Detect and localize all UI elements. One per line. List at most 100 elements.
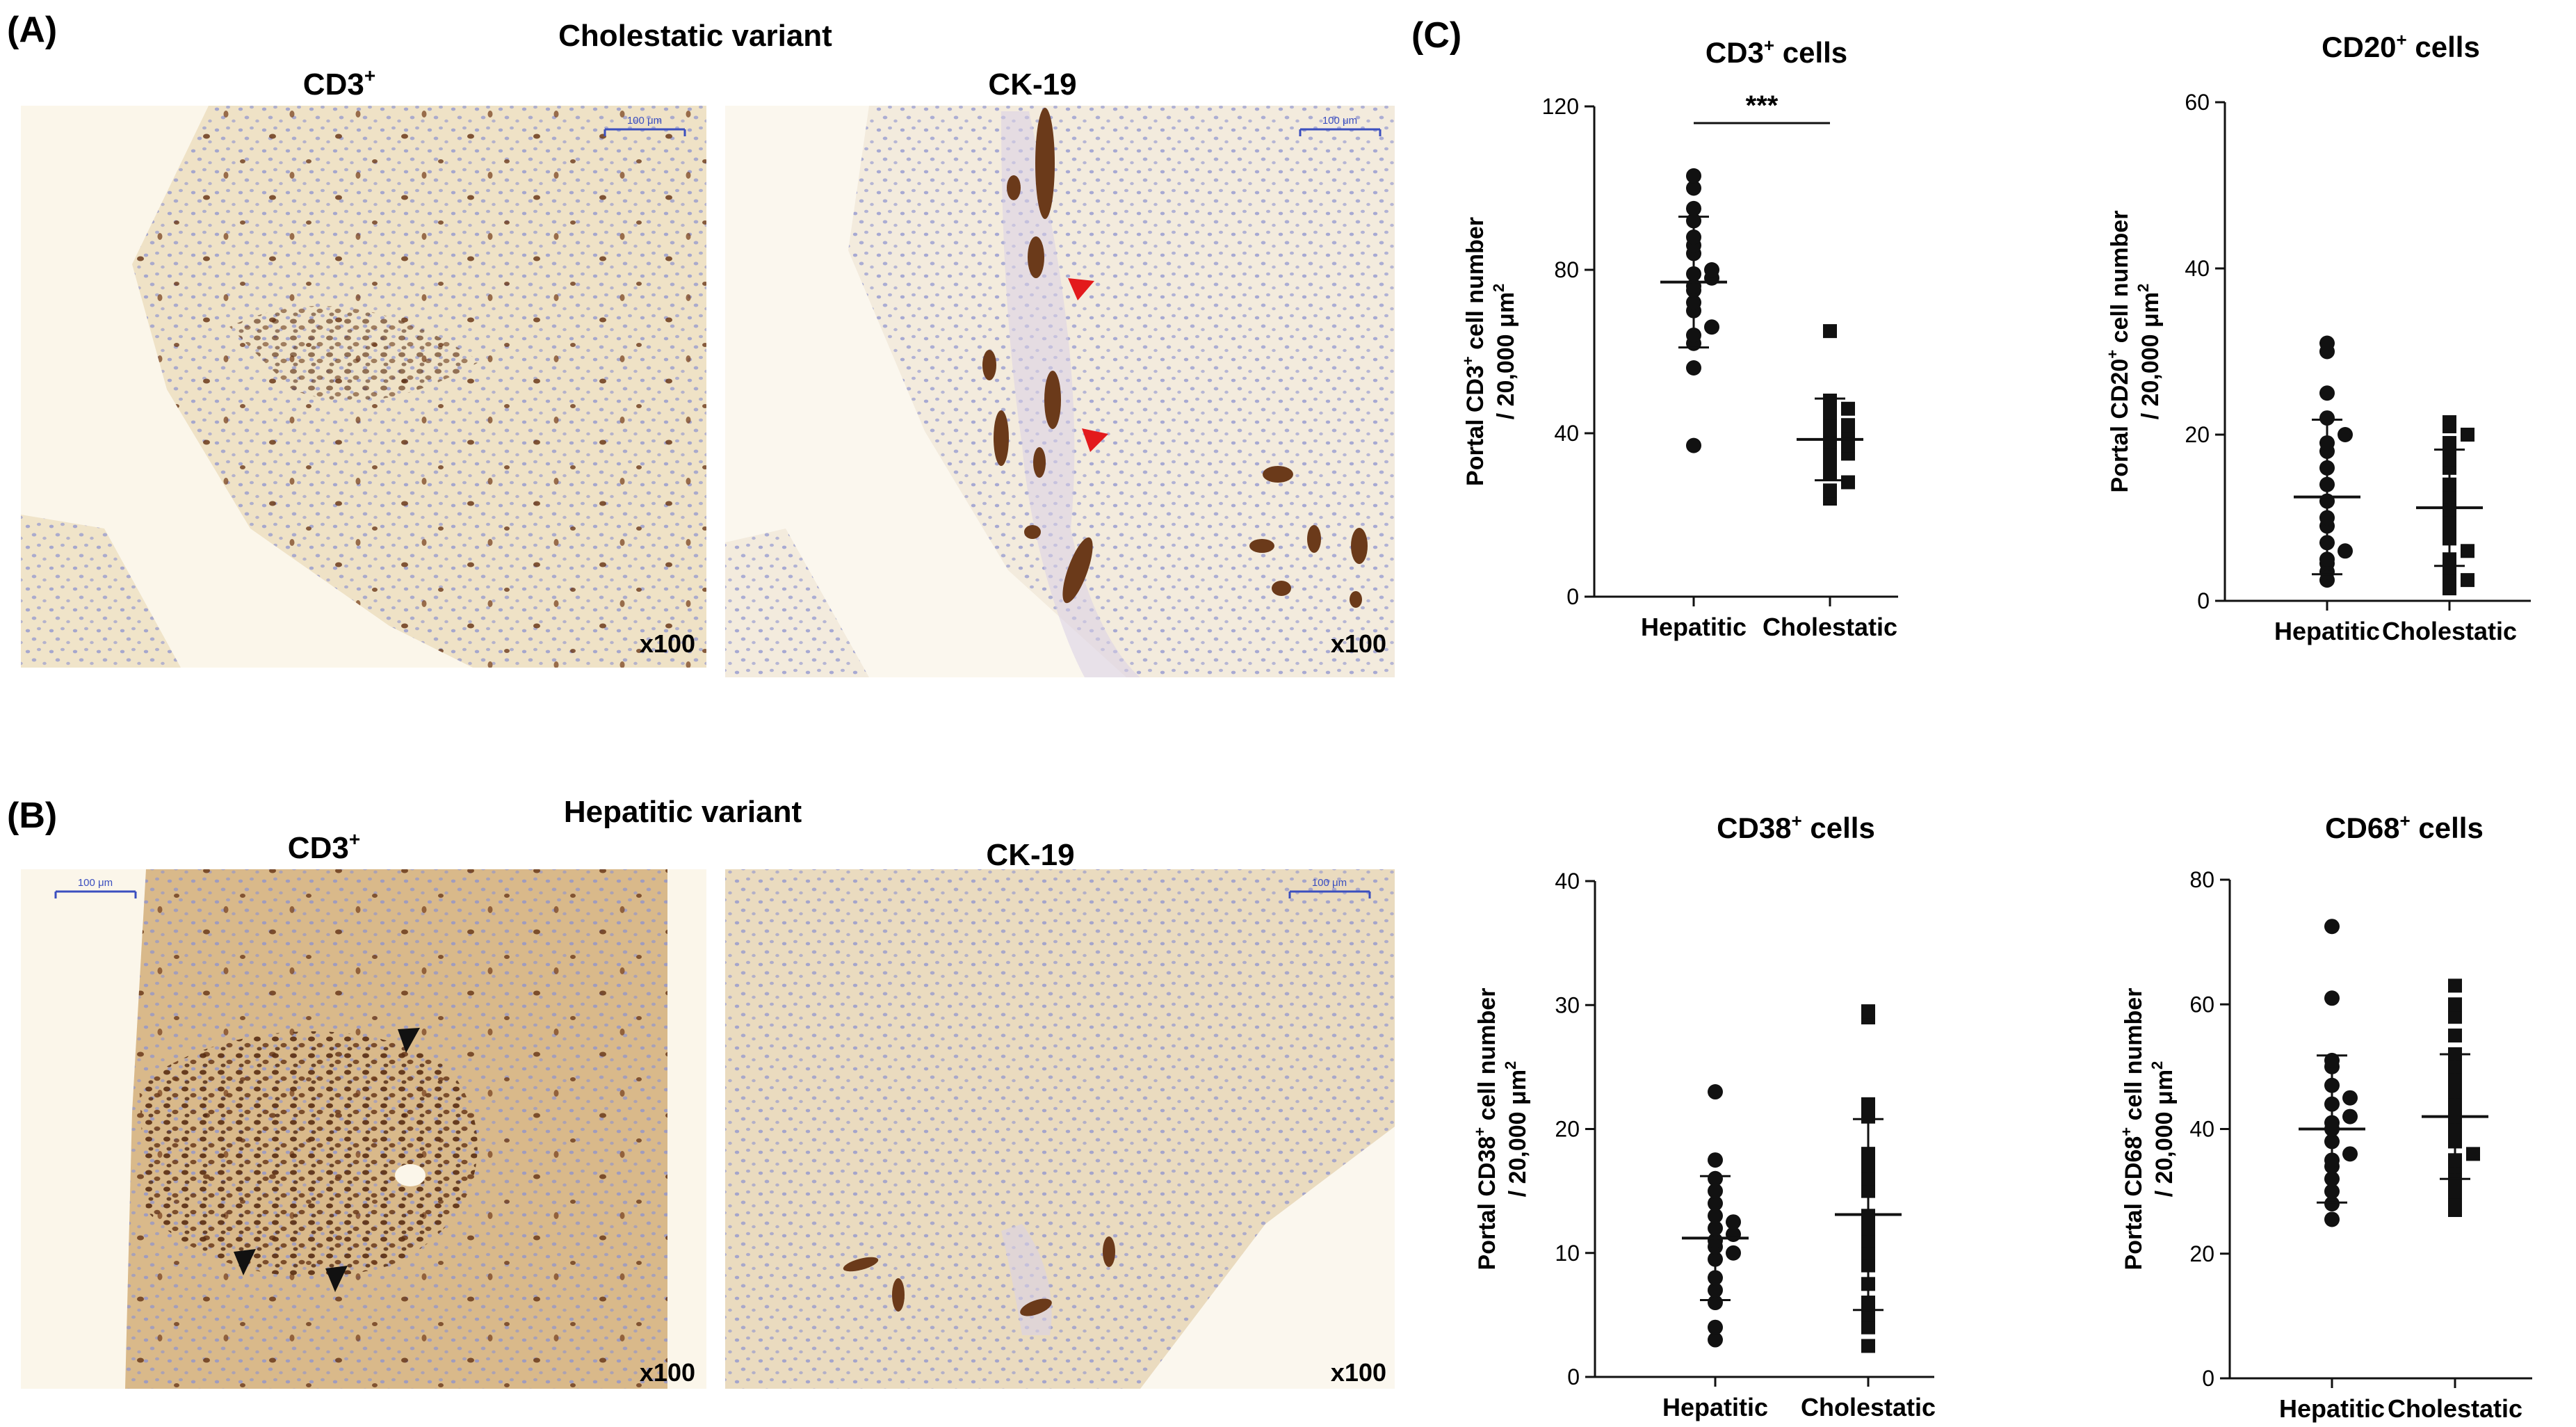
black-arrowhead-icon (325, 1266, 348, 1292)
y-axis-label: / 20,000 μm2 (1490, 284, 1519, 420)
data-point (2448, 1203, 2462, 1218)
magnification-label: x100 (640, 629, 695, 658)
x-tick-label: Hepatitic (2274, 617, 2380, 645)
data-point (1726, 1214, 1741, 1230)
panel-b-image2-subtitle: CK-19 (986, 838, 1074, 872)
scale-bar: 100 μm (604, 115, 686, 136)
micrograph-hepatitic-cd3: 100 μm x100 (21, 869, 706, 1389)
data-point (1686, 180, 1701, 196)
panel-c-label: (C) (1411, 15, 1461, 56)
data-point (1841, 475, 1855, 490)
micrograph-cholestatic-cd3: 100 μm x100 (21, 106, 706, 668)
data-point (1823, 324, 1837, 339)
y-tick-label: 40 (2189, 1117, 2214, 1142)
data-point (2461, 428, 2474, 442)
y-axis-label: / 20,000 μm2 (1502, 1061, 1531, 1198)
y-tick-label: 40 (1554, 421, 1579, 446)
y-axis-label: Portal CD3+ cell number (1459, 217, 1489, 486)
chart-title: CD68+ cells (2325, 810, 2484, 844)
panel-b-title: Hepatitic variant (564, 795, 802, 829)
svg-text:100 μm: 100 μm (1312, 877, 1347, 889)
data-point (1708, 1319, 1723, 1335)
chart-cd20: CD20+ cells Portal CD20+ cell number/ 20,… (2104, 29, 2531, 645)
x-tick-label: Hepatitic (2279, 1394, 2385, 1423)
y-tick-label: 40 (1555, 869, 1580, 894)
data-point (1861, 1004, 1875, 1019)
panel-a-title: Cholestatic variant (558, 19, 832, 53)
data-point (1841, 438, 1855, 453)
chart-title: CD20+ cells (2322, 29, 2480, 63)
data-point (1708, 1084, 1723, 1100)
data-point (1861, 1307, 1875, 1322)
data-point (2461, 544, 2474, 558)
data-point (2319, 335, 2335, 351)
micrograph-cholestatic-ck19: 100 μm x100 (725, 106, 1395, 677)
data-point (2324, 1211, 2340, 1227)
y-tick-label: 0 (1566, 584, 1579, 609)
data-point (2448, 997, 2462, 1012)
data-point (1708, 1152, 1723, 1168)
data-point (2338, 543, 2353, 559)
black-arrowhead-icon (234, 1249, 256, 1275)
data-point (1861, 1339, 1875, 1353)
data-point (1726, 1245, 1741, 1261)
data-point (1861, 1320, 1875, 1335)
bile-ducts (982, 108, 1368, 608)
x-tick-label: Hepatitic (1662, 1393, 1768, 1421)
data-point (2466, 1147, 2480, 1161)
scale-bar: 100 μm (54, 877, 137, 898)
y-tick-label: 60 (2185, 90, 2210, 115)
x-tick-label: Cholestatic (1763, 613, 1897, 641)
data-point (2443, 415, 2456, 430)
significance-label: *** (1746, 90, 1779, 121)
data-point (2319, 385, 2335, 401)
data-point (2443, 581, 2456, 596)
chart-cd3: CD3+ cells Portal CD3+ cell number/ 20,00… (1459, 35, 1898, 641)
data-point (1841, 401, 1855, 416)
panel-a-image1-subtitle: CD3+ (303, 65, 375, 102)
black-arrowhead-icon (398, 1028, 420, 1053)
y-tick-label: 60 (2189, 992, 2214, 1017)
y-tick-label: 120 (1542, 94, 1579, 119)
data-point (1861, 1097, 1875, 1111)
data-point (2448, 1029, 2462, 1043)
y-axis-label: Portal CD68+ cell number (2118, 988, 2147, 1271)
x-tick-label: Cholestatic (2382, 617, 2517, 645)
y-tick-label: 80 (1554, 257, 1579, 282)
y-axis-label: / 20,000 μm2 (2148, 1061, 2178, 1198)
y-tick-label: 0 (2202, 1366, 2214, 1391)
data-point (2342, 1108, 2358, 1124)
data-point (2443, 435, 2456, 450)
data-point (2324, 1196, 2340, 1212)
chart-title: CD38+ cells (1717, 810, 1875, 844)
x-tick-label: Hepatitic (1641, 613, 1747, 641)
x-tick-label: Cholestatic (1801, 1393, 1936, 1421)
data-point (2342, 1146, 2358, 1162)
data-point (1686, 200, 1701, 216)
y-tick-label: 10 (1555, 1241, 1580, 1266)
data-point (2448, 1010, 2462, 1024)
data-point (2319, 410, 2335, 426)
data-point (1704, 262, 1719, 277)
y-tick-label: 20 (2189, 1241, 2214, 1266)
y-axis-label: Portal CD20+ cell number (2104, 211, 2133, 493)
red-arrowhead-icon (1068, 278, 1094, 300)
magnification-label: x100 (1331, 629, 1386, 658)
data-point (2461, 573, 2474, 588)
scale-bar: 100 μm (1288, 877, 1371, 898)
y-tick-label: 30 (1555, 992, 1580, 1017)
svg-text:100 μm: 100 μm (627, 115, 662, 127)
data-point (2324, 919, 2340, 935)
panel-a-image2-subtitle: CK-19 (988, 67, 1076, 102)
svg-text:100 μm: 100 μm (78, 877, 113, 889)
panel-b-image1-subtitle: CD3+ (288, 828, 360, 865)
chart-cd38: CD38+ cells Portal CD38+ cell number/ 20,… (1471, 810, 1936, 1421)
data-point (1823, 483, 1837, 498)
data-point (1708, 1332, 1723, 1348)
x-tick-label: Cholestatic (2388, 1394, 2522, 1423)
data-point (1704, 319, 1719, 335)
red-arrowhead-icon (1082, 428, 1108, 452)
micrograph-hepatitic-ck19: 100 μm x100 (725, 869, 1395, 1389)
